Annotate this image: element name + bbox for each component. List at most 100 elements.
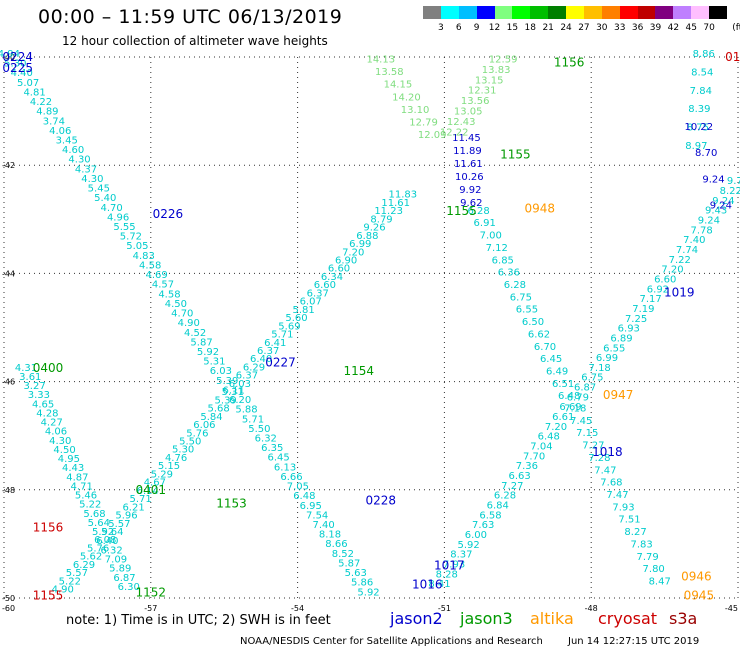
colorbar-tick: 39 — [649, 23, 662, 33]
wave-height-value: 6.40 — [250, 354, 272, 365]
wave-height-value: 13.15 — [475, 75, 504, 86]
wave-height-value: 6.66 — [280, 472, 302, 483]
pass-time-label: 1155 — [33, 588, 64, 602]
pass-time-label: 0401 — [136, 483, 167, 497]
colorbar-swatch — [691, 6, 709, 19]
wave-height-value: 6.37 — [257, 346, 279, 357]
pass-time-label: 1156 — [33, 521, 64, 535]
wave-height-value: 11.61 — [381, 198, 410, 209]
wave-height-value: 7.45 — [570, 416, 592, 427]
wave-height-value: 5.29 — [151, 469, 173, 480]
wave-height-value: 4.87 — [66, 472, 88, 483]
wave-height-value: 4.30 — [68, 155, 90, 166]
wave-height-value: 5.57 — [66, 568, 88, 579]
wave-height-value: 5.50 — [179, 436, 201, 447]
wave-height-value: 5.60 — [285, 313, 307, 324]
wave-height-value: 4.52 — [184, 328, 206, 339]
wave-height-value: 11.83 — [388, 190, 417, 201]
pass-time-label: 0946 — [681, 569, 712, 583]
pass-time-label: 1153 — [216, 496, 247, 510]
wave-height-value: 14.20 — [392, 92, 421, 103]
wave-height-value: 7.09 — [105, 554, 127, 565]
wave-height-value: 6.69 — [559, 402, 581, 413]
wave-height-value: 4.76 — [165, 453, 187, 464]
wave-height-value: 4.69 — [145, 270, 167, 281]
pass-time-label: 1018 — [592, 445, 623, 459]
wave-height-value: 8.47 — [649, 576, 671, 587]
wave-height-value: 7.22 — [669, 255, 691, 266]
legend-item-cryosat: cryosat — [598, 609, 658, 628]
wave-height-value: 4.22 — [30, 97, 52, 108]
footer-credit: NOAA/NESDIS Center for Satellite Applica… — [240, 636, 543, 647]
wave-height-value: 5.72 — [120, 232, 142, 243]
wave-height-value: 3.74 — [43, 116, 65, 127]
wave-height-value: 11.61 — [454, 159, 483, 170]
wave-height-value: 7.20 — [342, 247, 364, 258]
wave-height-value: 7.18 — [589, 363, 611, 374]
wave-height-value: 5.39 — [215, 395, 237, 406]
wave-height-value: 4.81 — [23, 87, 45, 98]
wave-height-value: 6.85 — [492, 255, 514, 266]
wave-height-value: 5.87 — [190, 337, 212, 348]
wave-height-value: 7.00 — [480, 231, 502, 242]
colorbar-swatch — [548, 6, 566, 19]
colorbar-tick: 18 — [524, 23, 537, 33]
wave-height-value: 11.45 — [452, 133, 481, 144]
colorbar-swatch — [458, 6, 477, 19]
wave-height-value: 8.37 — [450, 550, 472, 561]
wave-height-value: 5.30 — [172, 445, 194, 456]
wave-height-value: 7.47 — [606, 490, 628, 501]
wave-height-value: 7.51 — [618, 515, 640, 526]
latitude-tick-label: -44 — [2, 269, 15, 278]
colorbar-swatch — [423, 6, 441, 19]
wave-height-value: 4.30 — [81, 174, 103, 185]
wave-height-value: 6.49 — [546, 366, 568, 377]
wave-height-value: 6.99 — [596, 353, 618, 364]
wave-height-value: 13.58 — [375, 67, 404, 78]
wave-height-value: 3.45 — [56, 136, 78, 147]
colorbar-tick: 30 — [596, 23, 608, 33]
wave-height-value: 7.83 — [630, 539, 652, 550]
wave-height-value: 9.24 — [712, 196, 734, 207]
wave-height-value: 6.37 — [236, 371, 258, 382]
legend-item-jason2: jason2 — [390, 609, 443, 628]
wave-height-value: 7.93 — [443, 560, 465, 571]
wave-height-value: 7.04 — [530, 442, 552, 453]
wave-height-value: 5.71 — [130, 494, 152, 505]
pass-time-label: 0134 — [725, 50, 740, 64]
wave-height-value: 8.66 — [325, 539, 347, 550]
wave-height-value: 6.90 — [335, 255, 357, 266]
wave-height-value: 6.89 — [610, 333, 632, 344]
wave-height-value: 7.80 — [643, 564, 665, 575]
wave-height-value: 5.69 — [278, 321, 300, 332]
wave-height-value: 4.90 — [52, 585, 74, 596]
wave-height-value: 6.11 — [223, 385, 245, 396]
longitude-tick-label: -48 — [585, 604, 598, 613]
wave-height-value: 11.23 — [374, 206, 403, 217]
colorbar-tick: 24 — [560, 23, 572, 33]
wave-height-value: 7.70 — [523, 451, 545, 462]
wave-height-value: 7.84 — [690, 86, 712, 97]
colorbar-tick: 12 — [488, 23, 501, 33]
wave-height-value: 4.60 — [62, 145, 84, 156]
wave-height-value: 5.45 — [88, 184, 110, 195]
wave-height-value: 4.31 — [15, 363, 37, 374]
wave-height-value: 7.20 — [545, 422, 567, 433]
wave-height-value: 6.55 — [603, 343, 625, 354]
wave-height-value: 6.75 — [510, 292, 532, 303]
map-subtitle: 12 hour collection of altimeter wave hei… — [62, 34, 328, 48]
wave-height-value: 4.50 — [53, 445, 75, 456]
legend-item-s3a: s3a — [669, 609, 698, 628]
pass-time-label: 1156 — [554, 55, 585, 69]
wave-height-value: 12.31 — [468, 86, 497, 97]
wave-height-value: 10.22 — [685, 122, 714, 133]
wave-height-value: 7.12 — [486, 243, 508, 254]
wave-height-value: 6.41 — [264, 338, 286, 349]
colorbar-swatch — [440, 6, 459, 19]
wave-height-value: 9.70 — [727, 176, 740, 187]
colorbar-tick: 15 — [506, 23, 519, 33]
legend-item-altika: altika — [530, 609, 574, 628]
wave-height-value: 6.40 — [96, 536, 118, 547]
wave-height-value: 5.89 — [109, 564, 131, 575]
pass-time-label: 0400 — [33, 361, 64, 375]
